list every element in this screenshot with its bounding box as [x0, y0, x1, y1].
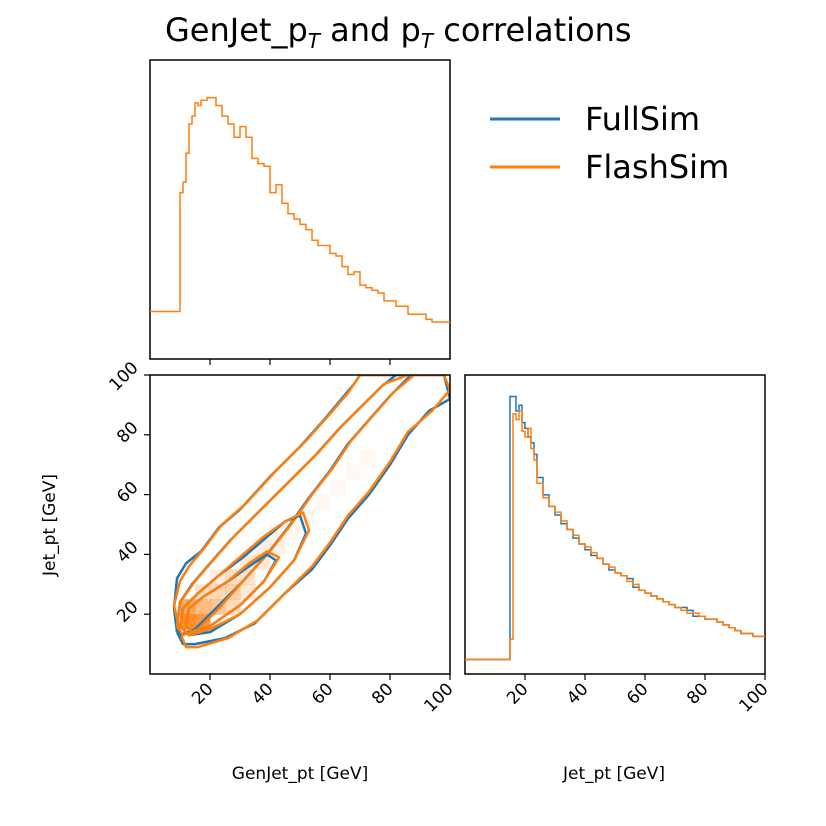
- y-axis-label-jet: Jet_pt [GeV]: [40, 474, 60, 577]
- x-axis-label-genjet: GenJet_pt [GeV]: [232, 764, 368, 784]
- heatmap-cell-3: [195, 599, 211, 615]
- heatmap-cell-18: [345, 464, 361, 481]
- title-part-1: GenJet_p: [165, 11, 308, 49]
- title-sub-1: T: [308, 29, 322, 53]
- top-histogram-ticks: [209, 359, 391, 365]
- left-tick-label-80: 80: [113, 418, 142, 447]
- legend-label-fullsim: FullSim: [585, 100, 700, 138]
- right-histogram-frame: [464, 374, 766, 675]
- correlation-frame: [149, 374, 451, 675]
- contour-lines: [172, 375, 450, 649]
- contour-outer-flashsim: [172, 375, 450, 649]
- right-histogram-step-flashsim: [465, 410, 765, 661]
- right-histogram-panel: 20 40 60 80 100: [464, 374, 773, 716]
- right-bottom-tick-label-20: 20: [503, 679, 532, 708]
- right-bottom-tick-label-60: 60: [623, 679, 652, 708]
- contour-mid-flashsim: [175, 375, 416, 637]
- top-histogram-step-flashsim: [150, 96, 450, 323]
- heatmap-cell-22: [225, 599, 241, 615]
- heatmap-cell-17: [330, 479, 346, 496]
- heatmap-cell-12: [270, 539, 286, 555]
- left-tick-label-100: 100: [106, 358, 143, 395]
- left-tick-label-40: 40: [113, 538, 142, 567]
- heatmap-cell-1: [180, 599, 196, 615]
- right-bottom-tick-label-40: 40: [563, 679, 592, 708]
- left-tick-label-60: 60: [113, 478, 142, 507]
- left-tick-label-20: 20: [113, 597, 142, 626]
- right-bottom-tick-label-100: 100: [735, 679, 772, 716]
- title-sub-2: T: [421, 29, 435, 53]
- right-histogram-ticks: 20 40 60 80 100: [503, 674, 773, 716]
- x-axis-label-jet: Jet_pt [GeV]: [562, 764, 665, 784]
- bottom-tick-label-60: 60: [308, 679, 337, 708]
- bottom-tick-label-100: 100: [420, 679, 457, 716]
- heatmap-cell-19: [360, 449, 376, 466]
- contour-core-flashsim: [184, 550, 281, 634]
- legend-label-flashsim: FlashSim: [585, 148, 729, 186]
- top-histogram-panel: [149, 59, 451, 365]
- title-part-2: and p: [320, 11, 421, 49]
- legend: FullSim FlashSim: [490, 100, 729, 186]
- right-bottom-tick-label-80: 80: [683, 679, 712, 708]
- bottom-tick-label-40: 40: [248, 679, 277, 708]
- right-histogram-step-fullsim: [465, 395, 765, 661]
- heatmap-cell-5: [210, 584, 226, 600]
- heatmap-cell-23: [240, 584, 256, 600]
- correlation-2d-panel: 20 40 60 80 100 20 40 60 80 100: [106, 358, 458, 716]
- contour-inner-flashsim: [178, 511, 311, 637]
- bottom-tick-label-80: 80: [368, 679, 397, 708]
- bottom-tick-label-20: 20: [188, 679, 217, 708]
- top-histogram-frame: [149, 59, 451, 360]
- figure-title: GenJet_pT and pT correlations: [165, 11, 632, 53]
- heatmap-cell-16: [315, 494, 331, 511]
- title-part-3: correlations: [433, 11, 632, 49]
